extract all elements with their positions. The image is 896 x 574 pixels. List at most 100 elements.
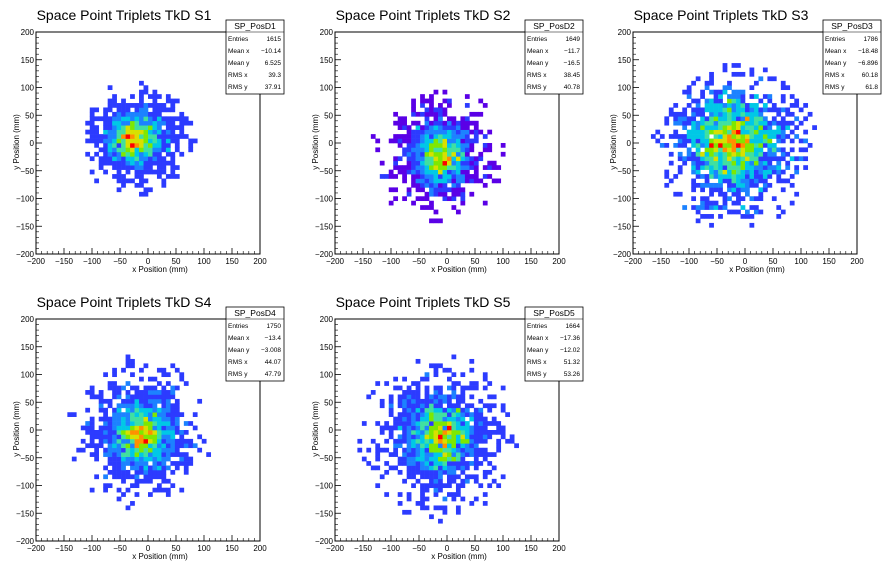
histogram-bin	[103, 111, 108, 117]
histogram-bin	[406, 412, 412, 417]
histogram-bin	[112, 143, 117, 148]
histogram-bin	[148, 456, 153, 462]
histogram-bin	[89, 385, 95, 391]
histogram-bin	[165, 443, 171, 449]
histogram-bin	[758, 125, 764, 130]
histogram-bin	[152, 398, 158, 404]
histogram-bin	[148, 187, 153, 193]
histogram-bin	[736, 103, 741, 108]
histogram-bin	[798, 138, 804, 144]
histogram-bin	[152, 129, 158, 135]
histogram-bin	[188, 443, 194, 449]
stats-label: RMS x	[228, 72, 248, 79]
histogram-bin	[429, 111, 434, 117]
chart-title: Space Point Triplets TkD S1	[37, 7, 212, 23]
histogram-bin	[161, 372, 167, 378]
histogram-bin	[152, 416, 158, 422]
histogram-bin	[780, 129, 786, 135]
histogram-bin	[406, 125, 412, 130]
histogram-bin	[745, 182, 750, 188]
histogram-bin	[411, 165, 416, 170]
histogram-bin	[762, 178, 768, 184]
histogram-bin	[442, 174, 448, 179]
y-tick-label: 100	[618, 84, 632, 93]
histogram-bin	[125, 443, 131, 449]
y-tick-label: 50	[25, 398, 34, 407]
histogram-bin	[143, 129, 149, 135]
histogram-bin	[420, 474, 425, 480]
histogram-bin	[375, 456, 381, 462]
histogram-bin	[700, 125, 705, 130]
histogram-bin	[161, 165, 167, 170]
histogram-bin	[700, 134, 705, 139]
x-tick-label: −200	[624, 257, 643, 266]
histogram-bin	[455, 138, 461, 144]
histogram-bin	[143, 103, 149, 108]
histogram-bin	[143, 363, 149, 369]
histogram-bin	[139, 407, 144, 413]
histogram-bin	[152, 390, 158, 395]
histogram-bin	[161, 430, 167, 435]
histogram-bin	[695, 98, 701, 104]
stats-box-frame	[822, 19, 882, 95]
histogram-bin	[704, 156, 710, 162]
x-tick-label: −100	[83, 257, 102, 266]
histogram-bin	[406, 403, 412, 409]
stats-value: 53.26	[564, 371, 581, 378]
histogram-bin	[727, 196, 732, 202]
histogram-bin	[94, 443, 100, 449]
histogram-bin	[451, 125, 457, 130]
histogram-bin	[116, 461, 122, 466]
histogram-bin	[112, 456, 117, 462]
histogram-bin	[165, 403, 171, 409]
histogram-bin	[794, 156, 800, 162]
histogram-bin	[487, 129, 493, 135]
histogram-bin	[397, 165, 403, 170]
histogram-bin	[447, 465, 452, 471]
histogram-bin	[112, 416, 117, 422]
histogram-bin	[179, 434, 185, 440]
histogram-bin	[767, 125, 773, 130]
histogram-bin	[691, 165, 697, 170]
histogram-bin	[116, 116, 122, 122]
histogram-bin	[433, 465, 439, 471]
histogram-bin	[433, 174, 439, 179]
histogram-bin	[406, 421, 412, 426]
histogram-bin	[179, 111, 185, 117]
histogram-bin	[433, 483, 439, 489]
chart-title: Space Point Triplets TkD S3	[634, 7, 809, 23]
histogram-bin	[143, 478, 149, 484]
histogram-bin	[709, 169, 714, 175]
histogram-bin	[424, 456, 430, 462]
histogram-bin	[94, 452, 100, 457]
histogram-bin	[447, 407, 452, 413]
histogram-bin	[134, 160, 140, 166]
histogram-bin	[447, 461, 452, 466]
histogram-bin	[397, 434, 403, 440]
histogram-bin	[116, 416, 122, 422]
histogram-bin	[753, 209, 759, 215]
histogram-bin	[718, 138, 723, 144]
histogram-bin	[415, 381, 421, 386]
histogram-bin	[406, 430, 412, 435]
histogram-bin	[139, 156, 144, 162]
histogram-bin	[451, 434, 457, 440]
histogram-bin	[161, 390, 167, 395]
histogram-bin	[156, 116, 162, 122]
histogram-bin	[473, 452, 479, 457]
histogram-bin	[388, 200, 394, 206]
histogram-bin	[433, 147, 439, 153]
histogram-bin	[749, 196, 755, 202]
histogram-bin	[740, 107, 746, 113]
histogram-bin	[134, 403, 140, 409]
histogram-bin	[179, 120, 185, 126]
histogram-bin	[695, 156, 701, 162]
histogram-bin	[451, 160, 457, 166]
histogram-bin	[740, 214, 746, 219]
histogram-bin	[121, 138, 126, 144]
histogram-bin	[103, 447, 108, 453]
histogram-bin	[731, 143, 737, 148]
histogram-bin	[98, 390, 104, 395]
histogram-bin	[447, 478, 452, 484]
